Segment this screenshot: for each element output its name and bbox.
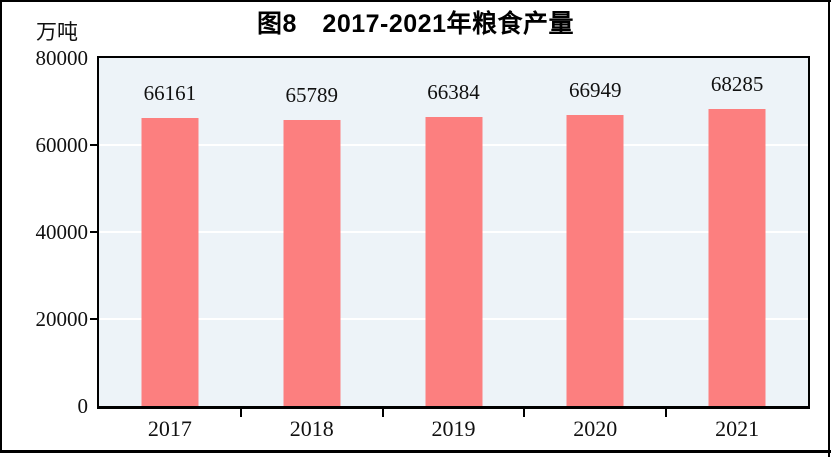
plot-area: 66161 65789 66384 66949 68285 — [97, 56, 810, 409]
bar-value-label: 65789 — [285, 82, 338, 107]
bar-value-label: 66384 — [427, 80, 480, 105]
bar — [141, 118, 199, 406]
x-tick-mark — [523, 409, 526, 417]
frame-bottom-border — [0, 450, 831, 453]
y-tick-mark — [90, 231, 97, 233]
y-axis-unit-label: 万吨 — [36, 20, 78, 44]
x-tick-mark — [665, 409, 668, 417]
bar-value-label: 66949 — [569, 77, 622, 102]
y-tick-mark — [90, 318, 97, 320]
bar-value-label: 68285 — [710, 71, 764, 96]
chart-title: 图8 2017-2021年粮食产量 — [257, 10, 574, 38]
x-axis-label: 2021 — [715, 416, 760, 441]
y-axis-tick-label: 20000 — [35, 307, 89, 331]
bar — [708, 108, 766, 406]
x-tick-mark — [381, 409, 384, 417]
bar-value-label: 66161 — [143, 81, 197, 106]
bar — [425, 117, 482, 406]
y-axis-tick-label: 60000 — [35, 133, 89, 157]
x-tick-mark — [239, 409, 242, 417]
y-axis-tick-label: 80000 — [35, 46, 89, 70]
bar — [283, 119, 341, 406]
bar — [566, 114, 624, 406]
frame-top-border — [0, 0, 831, 2]
x-axis-label: 2020 — [573, 416, 618, 441]
frame-right-border — [828, 0, 830, 457]
y-axis-tick-label: 0 — [77, 394, 89, 418]
x-axis-label: 2017 — [147, 416, 192, 441]
x-axis-label: 2018 — [289, 416, 334, 441]
x-axis-label: 2019 — [431, 416, 476, 441]
frame-left-border — [0, 0, 2, 452]
y-axis-tick-label: 40000 — [35, 220, 89, 244]
y-tick-mark — [90, 144, 97, 146]
